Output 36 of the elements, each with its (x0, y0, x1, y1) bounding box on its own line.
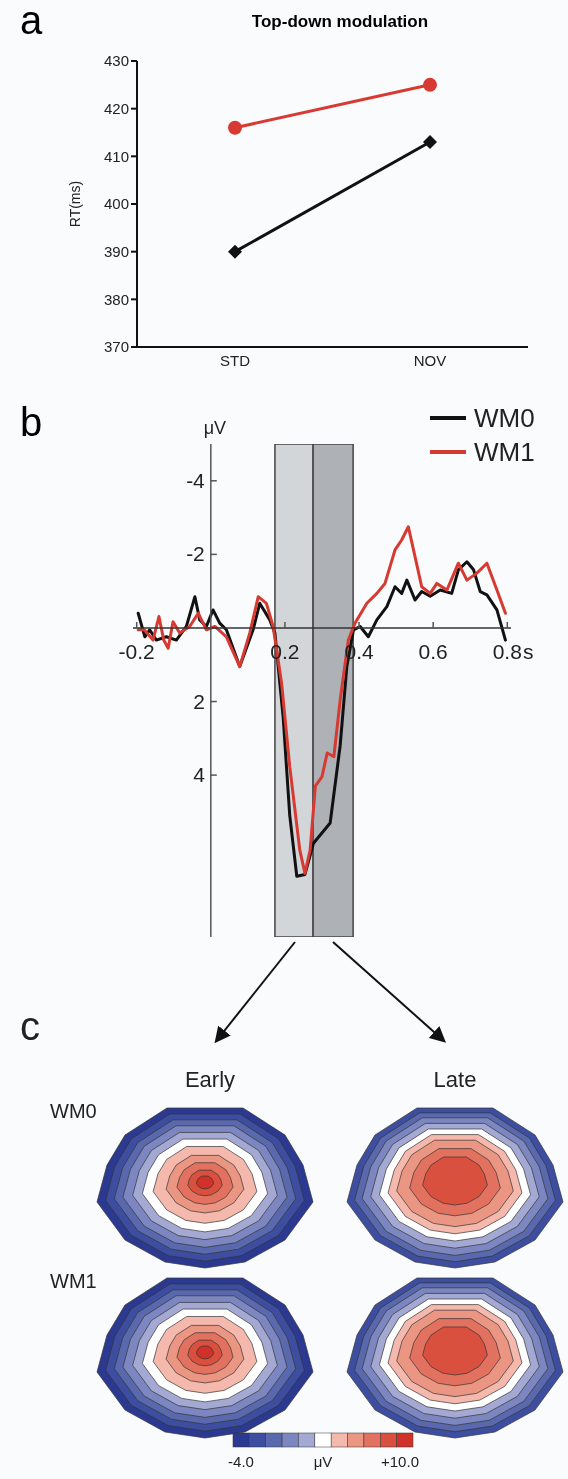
y-tick-label: 370 (103, 338, 129, 356)
text: Early (184, 1067, 236, 1092)
point (228, 120, 242, 135)
text: WM0 (50, 1100, 97, 1122)
y-tick-label: 420 (103, 99, 129, 117)
text: +10.0 (381, 1453, 419, 1470)
text: μV (313, 1453, 333, 1470)
x-tick-label: NOV (413, 351, 447, 369)
text: WM1 (50, 1270, 97, 1292)
x-tick-label: STD (220, 351, 251, 369)
x-tick-label: 0.8 (492, 639, 522, 663)
text: c (20, 1004, 40, 1048)
x-tick-label: 0.6 (418, 639, 448, 663)
legend-label: WM0 (474, 403, 535, 433)
text: b (20, 400, 43, 444)
y-tick-label: 390 (103, 242, 129, 260)
chart-title: Top-down modulation (250, 12, 430, 32)
point (423, 135, 437, 150)
y-axis-title: RT(ms) (66, 180, 83, 228)
point (228, 244, 242, 259)
y-tick-label: 4 (193, 763, 206, 787)
y-tick-label: -2 (186, 542, 205, 566)
y-tick-label: 2 (193, 689, 205, 713)
legend-label: WM1 (474, 437, 535, 467)
y-tick-label: -4 (186, 468, 206, 492)
y-tick-label: 410 (103, 147, 129, 165)
y-tick-label: 400 (103, 195, 129, 213)
text: Late (433, 1067, 477, 1092)
point (423, 77, 437, 92)
x-axis-title: s (523, 639, 534, 663)
text: a (20, 0, 43, 42)
y-tick-label: 430 (103, 52, 129, 70)
y-axis-title: μV (203, 418, 227, 438)
x-tick-label: -0.2 (118, 639, 155, 663)
text: -4.0 (228, 1453, 254, 1470)
y-tick-label: 380 (103, 290, 129, 308)
